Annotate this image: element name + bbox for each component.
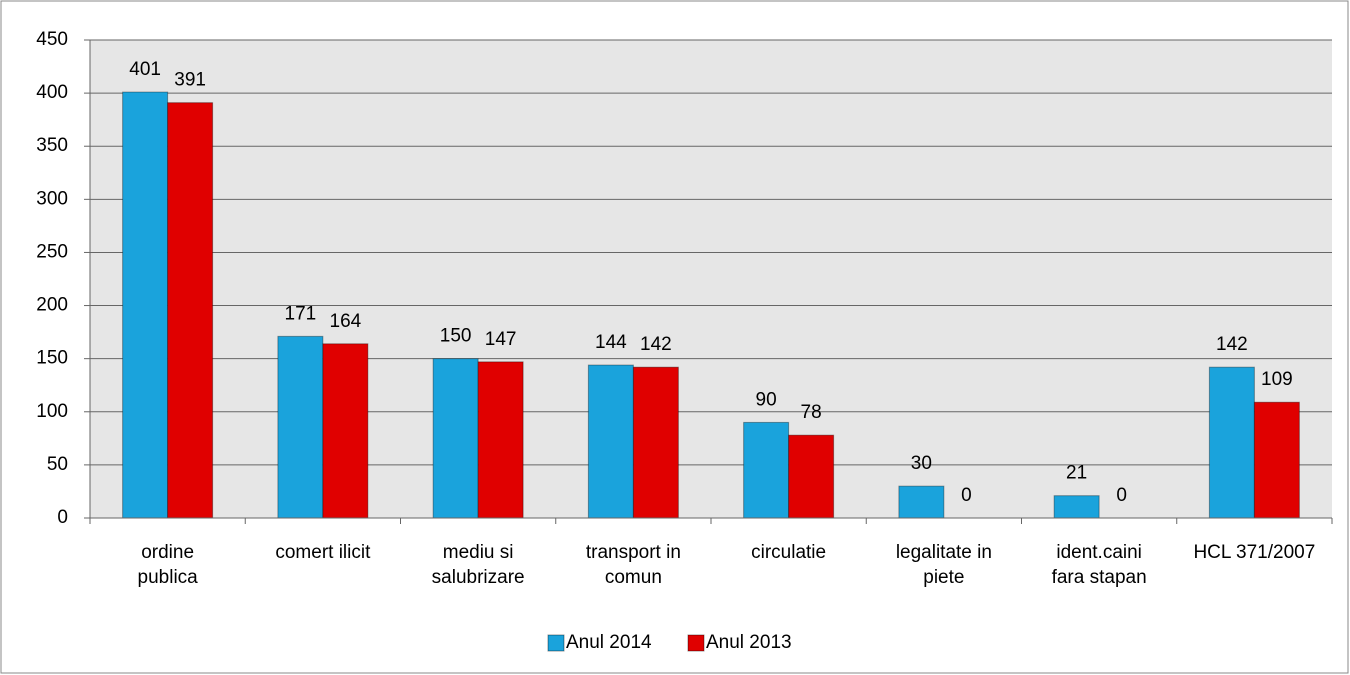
x-tick-label: comert ilicit xyxy=(275,542,371,563)
bar xyxy=(1053,495,1100,519)
data-label: 21 xyxy=(1066,463,1087,484)
legend-label: Anul 2013 xyxy=(706,632,792,653)
y-tick-label: 150 xyxy=(36,348,68,369)
y-tick-label: 350 xyxy=(36,135,68,156)
data-label: 171 xyxy=(285,303,317,324)
y-tick-label: 50 xyxy=(47,454,68,475)
bar xyxy=(898,485,945,519)
legend-swatch xyxy=(687,634,705,652)
legend-label: Anul 2014 xyxy=(566,632,652,653)
y-tick-label: 100 xyxy=(36,401,68,422)
x-tick-label: legalitate in piete xyxy=(895,542,992,588)
data-label: 90 xyxy=(756,389,777,410)
bar xyxy=(432,358,479,519)
data-label: 109 xyxy=(1261,369,1293,390)
x-tick-label: mediu si salubrizare xyxy=(431,542,525,588)
data-label: 30 xyxy=(911,453,932,474)
y-tick-label: 450 xyxy=(36,29,68,50)
bar xyxy=(632,366,679,519)
x-tick-label: HCL 371/2007 xyxy=(1193,542,1316,563)
y-tick-label: 250 xyxy=(36,241,68,262)
x-tick-label: ident.caini fara stapan xyxy=(1051,542,1147,588)
bar xyxy=(122,91,169,519)
data-label: 401 xyxy=(129,59,161,80)
x-tick-label: transport in comun xyxy=(585,542,681,588)
data-label: 164 xyxy=(330,311,362,332)
data-label: 0 xyxy=(1116,485,1127,506)
data-label: 144 xyxy=(595,332,627,353)
x-tick-label: circulatie xyxy=(751,542,827,563)
data-label: 147 xyxy=(485,329,517,350)
data-label: 150 xyxy=(440,326,472,347)
bar xyxy=(788,434,835,519)
bar xyxy=(322,343,369,519)
data-label: 78 xyxy=(801,402,822,423)
y-tick-label: 300 xyxy=(36,188,68,209)
x-tick-label: ordine publica xyxy=(137,542,198,588)
bar xyxy=(587,364,634,519)
legend-swatch xyxy=(547,634,565,652)
bar xyxy=(1253,401,1300,519)
y-tick-label: 400 xyxy=(36,82,68,103)
data-label: 0 xyxy=(961,485,972,506)
bar xyxy=(167,102,214,519)
y-tick-label: 0 xyxy=(57,507,68,528)
data-label: 391 xyxy=(174,70,206,91)
bar xyxy=(1208,366,1255,519)
bar xyxy=(743,421,790,519)
data-label: 142 xyxy=(1216,334,1248,355)
bar xyxy=(277,335,324,519)
data-label: 142 xyxy=(640,334,672,355)
y-tick-label: 200 xyxy=(36,295,68,316)
plot-area xyxy=(90,40,1332,518)
bar xyxy=(477,361,524,519)
